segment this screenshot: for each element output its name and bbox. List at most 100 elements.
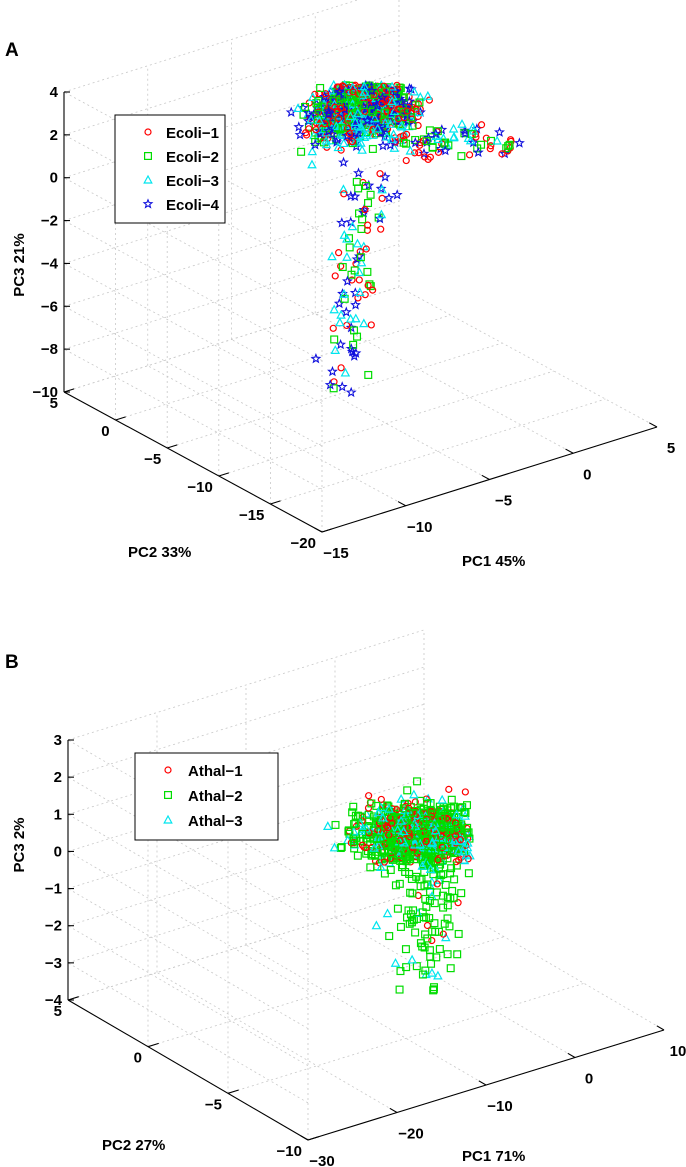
scatter-point — [412, 962, 421, 971]
scatter-point — [391, 189, 403, 200]
scatter-point — [498, 150, 506, 158]
scatter-point — [391, 839, 400, 848]
scatter-point — [434, 856, 442, 864]
scatter-point — [353, 108, 363, 118]
scatter-point — [396, 837, 404, 845]
scatter-point — [406, 888, 415, 897]
scatter-point — [344, 827, 353, 836]
grid-line — [270, 398, 606, 505]
scatter-point — [361, 808, 372, 818]
scatter-point — [362, 245, 370, 253]
scatter-point — [348, 350, 360, 361]
scatter-point — [427, 967, 437, 977]
scatter-point — [341, 275, 353, 286]
scatter-point — [422, 795, 430, 803]
scatter-point — [411, 135, 420, 144]
scatter-point — [309, 139, 321, 150]
scatter-point — [349, 835, 358, 844]
scatter-point — [464, 869, 473, 878]
scatter-point — [439, 823, 448, 832]
scatter-point — [447, 795, 456, 804]
scatter-point — [423, 90, 433, 100]
scatter-point — [337, 364, 345, 372]
scatter-point — [378, 812, 388, 822]
panel-a: A −15−10−505−20−15−10−505−10−8−6−4−2024 … — [5, 0, 675, 570]
scatter-point — [378, 194, 386, 202]
scatter-point — [422, 837, 430, 846]
scatter-point — [387, 102, 395, 110]
scatter-point — [429, 985, 438, 994]
scatter-point — [399, 804, 408, 813]
scatter-point — [338, 156, 349, 168]
scatter-point — [354, 184, 363, 193]
scatter-point — [462, 837, 473, 847]
scatter-point — [472, 146, 484, 158]
scatter-point — [331, 136, 343, 147]
scatter-point — [377, 225, 385, 233]
scatter-point — [396, 922, 405, 931]
scatter-point — [403, 107, 411, 115]
scatter-point — [338, 184, 349, 194]
legend-label: Ecoli−4 — [166, 197, 220, 214]
x-tick-label: 0 — [583, 466, 591, 483]
scatter-point — [376, 209, 387, 219]
scatter-point — [323, 108, 335, 119]
grid-line — [315, 312, 574, 454]
grid-line — [63, 72, 400, 179]
y-axis-line — [63, 391, 323, 533]
scatter-point — [420, 881, 429, 890]
scatter-point — [363, 267, 372, 276]
scatter-point — [434, 148, 443, 156]
scatter-point — [395, 96, 407, 107]
scatter-point — [381, 853, 390, 862]
scatter-point — [453, 845, 464, 855]
x-tick-mark — [478, 1080, 487, 1086]
scatter-point — [388, 819, 396, 827]
scatter-point — [349, 802, 358, 811]
scatter-point — [439, 903, 448, 912]
scatter-point — [455, 856, 463, 864]
z-tick-label: −8 — [41, 341, 58, 358]
scatter-point — [350, 326, 359, 335]
scatter-point — [345, 111, 356, 121]
scatter-point — [369, 106, 378, 115]
scatter-point — [349, 340, 358, 349]
grid-line — [398, 286, 658, 428]
scatter-point — [336, 381, 348, 392]
scatter-point — [409, 86, 419, 96]
scatter-point — [409, 789, 419, 799]
scatter-point — [447, 864, 456, 873]
scatter-point — [331, 272, 339, 280]
scatter-point — [312, 126, 320, 134]
scatter-point — [324, 379, 336, 390]
z-tick-label: 2 — [54, 769, 62, 786]
scatter-point — [297, 147, 306, 156]
grid-line — [67, 962, 309, 1104]
scatter-point — [379, 171, 391, 182]
legend-label: Ecoli−1 — [166, 125, 219, 142]
scatter-point — [434, 875, 445, 884]
scatter-point — [371, 920, 382, 930]
legend-label: Athal−2 — [188, 788, 243, 805]
scatter-point — [314, 97, 323, 106]
scatter-point — [457, 834, 468, 844]
scatter-point — [372, 801, 381, 810]
scatter-point — [366, 282, 375, 291]
scatter-point — [346, 345, 358, 357]
scatter-point — [331, 121, 342, 131]
scatter-point — [310, 352, 322, 364]
scatter-point — [427, 836, 438, 846]
scatter-point — [461, 788, 469, 796]
scatter-point — [401, 945, 410, 954]
grid-line — [67, 776, 309, 918]
scatter-point — [387, 81, 397, 91]
scatter-point — [413, 777, 422, 786]
scatter-point — [430, 825, 441, 835]
scatter-point — [393, 850, 402, 859]
scatter-point — [425, 96, 433, 104]
scatter-point — [336, 217, 348, 228]
grid-line — [63, 243, 400, 350]
scatter-point — [364, 281, 372, 289]
scatter-point — [325, 85, 336, 95]
